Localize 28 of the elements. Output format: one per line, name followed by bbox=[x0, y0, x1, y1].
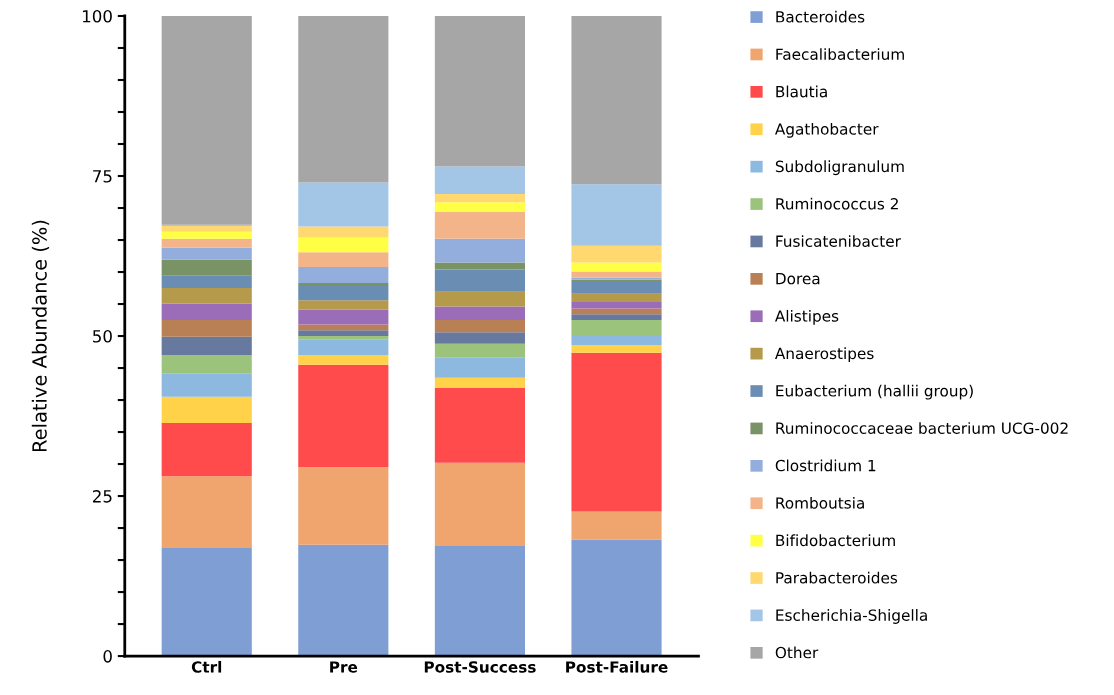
legend-label: Fusicatenibacter bbox=[776, 235, 901, 247]
legend-label: Bacteroides bbox=[776, 10, 865, 23]
x-tick-label: Post-Success bbox=[424, 661, 536, 673]
legend-label: Parabacteroides bbox=[776, 571, 898, 584]
y-tick-label: 50 bbox=[93, 329, 112, 343]
y-axis-title: Relative Abundance (%) bbox=[31, 220, 50, 452]
legend-label: Bifidobacterium bbox=[776, 534, 895, 547]
x-tick-label: Post-Failure bbox=[566, 660, 668, 673]
x-tick-label: Ctrl bbox=[191, 660, 222, 673]
y-tick-label: 25 bbox=[92, 490, 112, 503]
y-tick-label: 100 bbox=[82, 9, 112, 23]
legend-label: Subdoligranulum bbox=[775, 160, 904, 176]
legend-label: Dorea bbox=[776, 273, 820, 285]
legend-label: Faecalibacterium bbox=[776, 48, 904, 60]
legend-label: Clostridium 1 bbox=[775, 459, 876, 472]
legend-label: Blautia bbox=[776, 85, 827, 98]
legend-label: Other bbox=[775, 646, 819, 659]
y-tick-label: 0 bbox=[103, 650, 112, 663]
legend-label: Romboutsia bbox=[776, 496, 864, 509]
legend-label: Escherichia-Shigella bbox=[776, 609, 927, 624]
legend-label: Agathobacter bbox=[774, 122, 879, 138]
x-tick-label: Pre bbox=[330, 661, 358, 673]
y-tick-label: 75 bbox=[93, 170, 112, 183]
legend-label: Alistipes bbox=[774, 309, 839, 325]
legend-label: Ruminococcus 2 bbox=[776, 197, 898, 210]
legend-label: Ruminococcaceae bacterium UCG-002 bbox=[776, 422, 1068, 434]
legend-label: Anaerostipes bbox=[774, 347, 874, 363]
legend-label: Eubacterium (hallii group) bbox=[776, 384, 973, 400]
